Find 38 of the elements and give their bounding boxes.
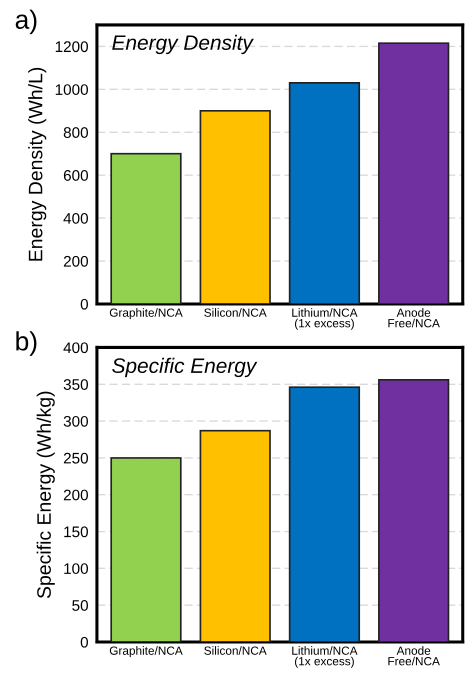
chart-title: Specific Energy <box>112 358 258 378</box>
y-tick-label: 800 <box>64 127 88 138</box>
y-tick-label: 600 <box>64 170 88 181</box>
y-tick-label: 150 <box>64 526 88 538</box>
x-tick-label: Graphite/NCA <box>110 646 183 658</box>
chart-title: Energy Density <box>112 34 254 54</box>
y-tick-label: 400 <box>63 342 88 354</box>
x-tick-label: Graphite/NCA <box>110 308 183 320</box>
y-tick-label: 200 <box>64 490 88 500</box>
x-tick-label: Anode Free/NCA <box>388 646 440 666</box>
text: a) <box>16 10 36 34</box>
y-tick-label: 300 <box>64 416 88 427</box>
y-tick-label: 350 <box>64 379 88 390</box>
y-tick-label: 200 <box>64 256 88 267</box>
y-tick-label: 1000 <box>56 84 88 96</box>
x-tick-label: Lithium/NCA (1x excess) <box>292 646 358 668</box>
x-tick-label: Lithium/NCA (1x excess) <box>292 308 358 330</box>
y-tick-label: 400 <box>63 212 88 224</box>
y-tick-label: 1200 <box>56 41 88 52</box>
y-tick-label: 100 <box>64 563 88 574</box>
bar <box>288 386 360 642</box>
bar <box>200 430 271 642</box>
y-tick-label: 0 <box>80 298 88 310</box>
x-tick-label: Anode Free/NCA <box>388 308 440 328</box>
y-axis-title: Energy Density (Wh/L) <box>28 68 46 261</box>
y-tick-label: 250 <box>64 452 88 464</box>
x-tick-label: Silicon/NCA <box>204 646 267 655</box>
bar <box>200 110 271 304</box>
bar <box>110 152 182 304</box>
x-tick-label: Silicon/NCA <box>204 308 267 317</box>
bar <box>378 42 450 304</box>
y-tick-label: 50 <box>72 600 88 611</box>
y-axis-title: Specific Energy (Wh/kg) <box>36 392 55 598</box>
text: b) <box>16 331 36 356</box>
bar <box>378 379 450 642</box>
y-tick-label: 0 <box>80 636 88 648</box>
bar <box>110 457 182 642</box>
bar <box>288 82 360 304</box>
